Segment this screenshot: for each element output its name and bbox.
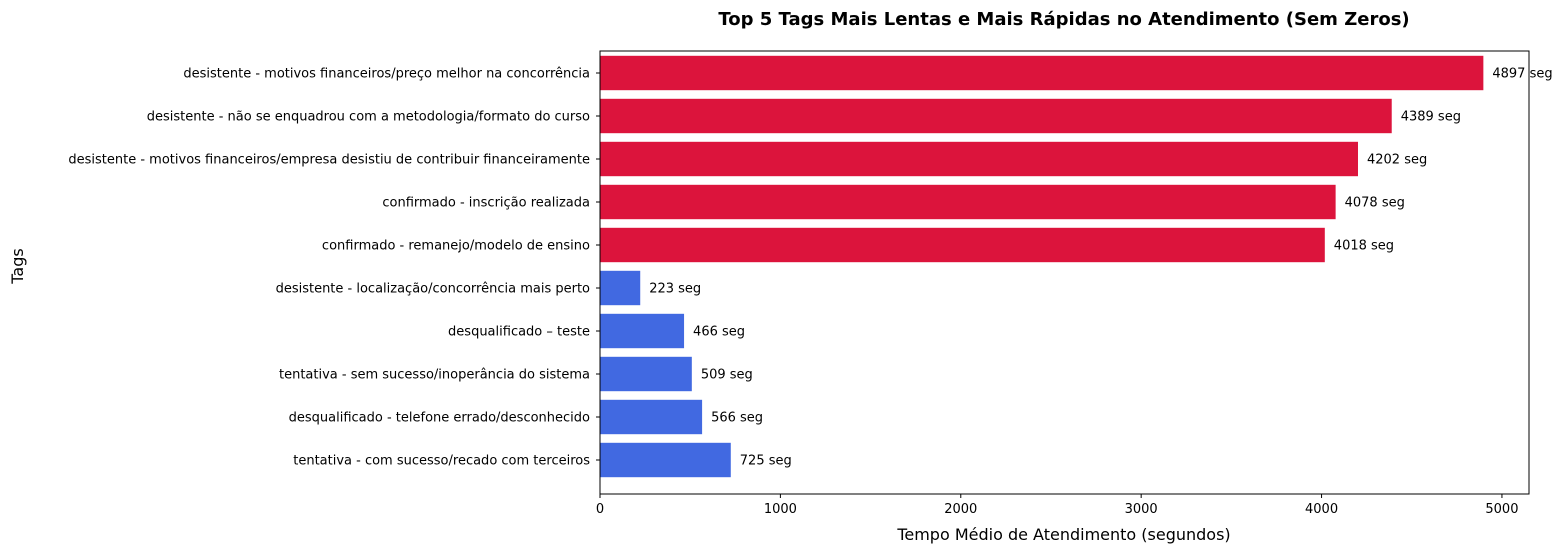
data-labels-layer: 4897 seg 4389 seg 4202 seg 4078 seg 4018 seg… — [649, 67, 1552, 469]
data-label: 223 seg — [649, 282, 701, 297]
data-label: 4202 seg — [1367, 153, 1427, 168]
bar — [600, 270, 641, 306]
y-tick-label: desistente - não se enquadrou com a meto… — [147, 110, 590, 125]
data-label: 4389 seg — [1401, 110, 1461, 125]
x-tick-label: 1000 — [764, 502, 797, 517]
ticks-layer: desistente - motivos financeiros/preço m… — [68, 67, 1518, 518]
y-tick-label: desistente - motivos financeiros/preço m… — [183, 67, 590, 82]
y-axis-label: Tags — [8, 248, 27, 284]
x-axis-label: Tempo Médio de Atendimento (segundos) — [896, 525, 1230, 544]
bar — [600, 313, 685, 349]
data-label: 566 seg — [711, 411, 763, 426]
data-label: 4897 seg — [1492, 67, 1552, 82]
plot-frame — [599, 50, 1530, 495]
data-label: 466 seg — [693, 325, 745, 340]
bar — [600, 399, 703, 435]
y-tick-label: desqualificado - telefone errado/desconh… — [289, 411, 590, 426]
data-label: 4078 seg — [1345, 196, 1405, 211]
bar — [600, 184, 1336, 220]
bar — [600, 356, 692, 392]
y-tick-label: confirmado - remanejo/modelo de ensino — [322, 239, 590, 254]
bar — [600, 141, 1358, 177]
bar — [600, 55, 1484, 91]
x-tick-label: 3000 — [1125, 502, 1158, 517]
x-tick-label: 4000 — [1305, 502, 1338, 517]
x-tick-label: 0 — [596, 502, 604, 517]
bars-layer — [600, 55, 1484, 478]
y-tick-label: tentativa - sem sucesso/inoperância do s… — [279, 368, 590, 383]
bar — [600, 98, 1392, 134]
x-tick-label: 5000 — [1485, 502, 1518, 517]
y-tick-label: confirmado - inscrição realizada — [382, 196, 590, 211]
bar — [600, 227, 1325, 263]
y-tick-label: desistente - localização/concorrência ma… — [276, 282, 590, 297]
data-label: 509 seg — [701, 368, 753, 383]
x-tick-label: 2000 — [944, 502, 977, 517]
y-tick-label: tentativa - com sucesso/recado com terce… — [293, 454, 590, 469]
chart-title: Top 5 Tags Mais Lentas e Mais Rápidas no… — [718, 9, 1409, 30]
data-label: 4018 seg — [1334, 239, 1394, 254]
data-label: 725 seg — [740, 454, 792, 469]
y-tick-label: desqualificado – teste — [448, 325, 590, 340]
bar — [600, 442, 731, 478]
axes-layer — [599, 50, 1530, 495]
y-tick-label: desistente - motivos financeiros/empresa… — [68, 153, 590, 168]
